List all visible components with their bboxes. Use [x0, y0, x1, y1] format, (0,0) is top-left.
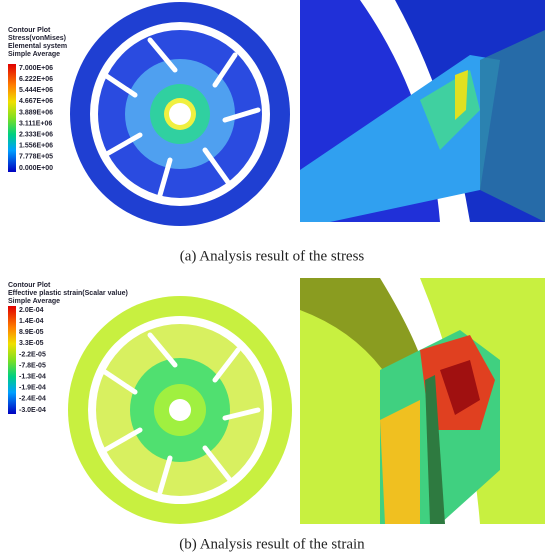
- legend-label: 4.667E+06: [19, 98, 53, 105]
- legend-label: 0.000E+00: [19, 165, 53, 172]
- legend-title: Simple Average: [8, 51, 60, 58]
- legend-title: Simple Average: [8, 298, 60, 305]
- stress-zoom: [300, 0, 545, 222]
- legend-label: -2.4E-04: [19, 396, 46, 403]
- legend-title: Contour Plot: [8, 27, 51, 34]
- legend-bar: [8, 306, 16, 414]
- legend-label: -1.9E-04: [19, 385, 46, 392]
- legend-label: -1.3E-04: [19, 374, 46, 381]
- legend-label: 7.778E+05: [19, 154, 53, 161]
- legend-label: 2.333E+06: [19, 132, 53, 139]
- legend-label: 2.0E-04: [19, 307, 44, 314]
- legend-label: -2.2E-05: [19, 351, 46, 358]
- legend-label: 8.9E-05: [19, 329, 44, 336]
- caption: (b) Analysis result of the strain: [179, 536, 365, 552]
- legend-title: Effective plastic strain(Scalar value): [8, 290, 128, 297]
- stress-wheel: [70, 2, 290, 226]
- legend-title: Contour Plot: [8, 282, 51, 289]
- legend-title: Elemental system: [8, 43, 67, 50]
- legend-label: 7.000E+06: [19, 65, 53, 72]
- legend-label: -7.8E-05: [19, 362, 46, 369]
- legend-label: 1.556E+06: [19, 143, 53, 150]
- strain-zoom: [300, 278, 545, 524]
- legend-label: 5.444E+06: [19, 87, 53, 94]
- legend-label: 3.3E-05: [19, 340, 44, 347]
- legend-label: 6.222E+06: [19, 76, 53, 83]
- legend-label: 3.111E+06: [19, 120, 52, 127]
- strain-wheel: [68, 296, 292, 524]
- caption: (a) Analysis result of the stress: [180, 248, 365, 264]
- legend-bar: [8, 64, 16, 172]
- legend-label: 1.4E-04: [19, 318, 44, 325]
- legend-label: -3.0E-04: [19, 407, 46, 414]
- legend-label: 3.889E+06: [19, 109, 53, 116]
- legend-title: Stress(vonMises): [8, 35, 66, 42]
